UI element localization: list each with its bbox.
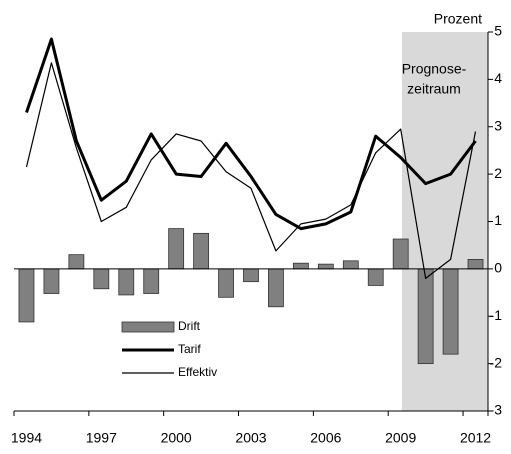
- y-tick-label: 2: [494, 165, 502, 181]
- bar: [292, 262, 309, 270]
- y-tick-label: -2: [490, 354, 503, 370]
- bar: [218, 268, 234, 298]
- legend-label: Tarif: [178, 342, 201, 356]
- x-tick-label: 2006: [310, 430, 341, 446]
- x-tick-label: 2003: [235, 430, 266, 446]
- bar: [317, 263, 334, 270]
- legend-label: Effektiv: [178, 365, 217, 379]
- bar: [417, 268, 434, 365]
- bar: [18, 268, 35, 323]
- bar: [68, 254, 85, 270]
- y-tick-label: 5: [494, 23, 502, 39]
- x-tick-label: 2000: [161, 430, 192, 446]
- x-tick-label: 2012: [460, 430, 491, 446]
- y-axis-label: Prozent: [434, 11, 482, 27]
- y-tick-label: 4: [494, 70, 502, 86]
- bar: [193, 232, 210, 270]
- bar: [143, 268, 160, 294]
- y-tick-label: 3: [494, 117, 502, 133]
- bar: [367, 268, 384, 286]
- bar: [268, 268, 284, 308]
- x-tick-label: 1997: [86, 430, 117, 446]
- bar: [342, 260, 359, 270]
- bar: [392, 238, 409, 270]
- legend-swatch: [121, 321, 175, 333]
- bar: [118, 268, 135, 296]
- y-tick-label: 1: [494, 212, 502, 228]
- y-tick-label: -3: [490, 402, 503, 418]
- y-tick-label: -1: [490, 307, 503, 323]
- bar: [442, 268, 459, 355]
- bar: [243, 268, 259, 283]
- bar: [93, 268, 110, 290]
- y-tick-label: 0: [494, 260, 502, 276]
- line: [25, 62, 477, 279]
- legend-label: Drift: [178, 319, 201, 333]
- bar: [467, 258, 484, 270]
- annotation: Prognose-: [402, 61, 467, 77]
- bar: [43, 268, 60, 294]
- annotation: zeitraum: [407, 81, 461, 97]
- x-tick-label: 1994: [11, 430, 42, 446]
- line: [25, 37, 477, 231]
- bar: [168, 228, 185, 270]
- x-tick-label: 2009: [385, 430, 416, 446]
